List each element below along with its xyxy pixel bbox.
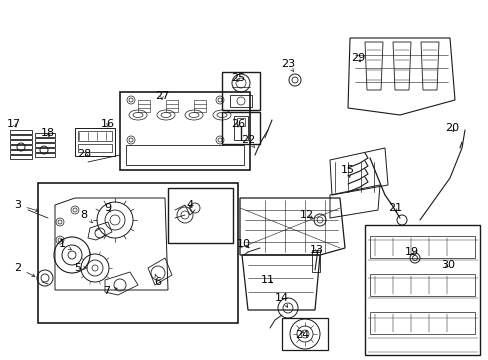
Text: 7: 7 (103, 286, 117, 296)
Bar (369, 236, 474, 258)
Bar (78, 131, 112, 141)
Bar (126, 145, 244, 165)
Bar (120, 92, 249, 170)
Text: 27: 27 (155, 91, 169, 101)
Text: 21: 21 (387, 203, 401, 213)
Bar (311, 250, 319, 272)
Bar (10, 150, 32, 154)
Bar (10, 130, 32, 134)
Text: 23: 23 (281, 59, 294, 72)
Text: 12: 12 (299, 210, 313, 220)
Text: 30: 30 (440, 260, 454, 270)
Text: 9: 9 (104, 203, 111, 213)
Bar (237, 118, 244, 126)
Text: 22: 22 (241, 135, 255, 148)
Text: 5: 5 (74, 263, 87, 273)
Bar (10, 145, 32, 149)
Text: 1: 1 (59, 239, 71, 249)
Text: 20: 20 (444, 123, 458, 133)
Bar (168, 188, 232, 243)
Text: 4: 4 (186, 200, 193, 210)
Text: 29: 29 (350, 53, 365, 63)
Text: 15: 15 (340, 165, 354, 178)
Bar (222, 112, 260, 144)
Text: 28: 28 (77, 149, 91, 159)
Text: 24: 24 (294, 330, 308, 340)
Text: 3: 3 (15, 200, 39, 212)
Text: 6: 6 (154, 274, 161, 287)
Text: 19: 19 (404, 247, 418, 257)
Bar (234, 116, 247, 140)
Bar (35, 143, 55, 147)
Bar (35, 153, 55, 157)
Text: 17: 17 (7, 119, 21, 129)
Bar (369, 274, 474, 296)
Text: 8: 8 (80, 210, 92, 223)
Bar (10, 140, 32, 144)
Text: 13: 13 (309, 245, 324, 255)
Bar (10, 135, 32, 139)
Text: 10: 10 (237, 239, 250, 249)
Text: 2: 2 (15, 263, 35, 276)
Text: 25: 25 (230, 73, 244, 83)
Bar (10, 155, 32, 159)
Bar (35, 148, 55, 152)
Bar (35, 133, 55, 137)
Bar (222, 72, 260, 110)
Bar (38, 183, 238, 323)
Bar (35, 138, 55, 142)
Bar (78, 144, 112, 152)
Bar (369, 312, 474, 334)
Text: 16: 16 (101, 119, 115, 129)
Text: 18: 18 (41, 128, 55, 138)
Bar (229, 95, 251, 107)
Text: 14: 14 (274, 293, 288, 307)
Text: 26: 26 (230, 119, 244, 129)
Bar (75, 128, 115, 156)
Text: 11: 11 (261, 275, 274, 285)
